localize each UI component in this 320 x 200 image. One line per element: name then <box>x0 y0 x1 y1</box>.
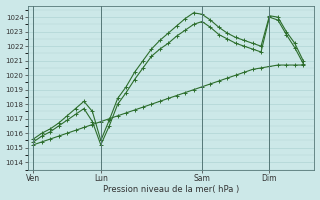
X-axis label: Pression niveau de la mer( hPa ): Pression niveau de la mer( hPa ) <box>103 185 239 194</box>
